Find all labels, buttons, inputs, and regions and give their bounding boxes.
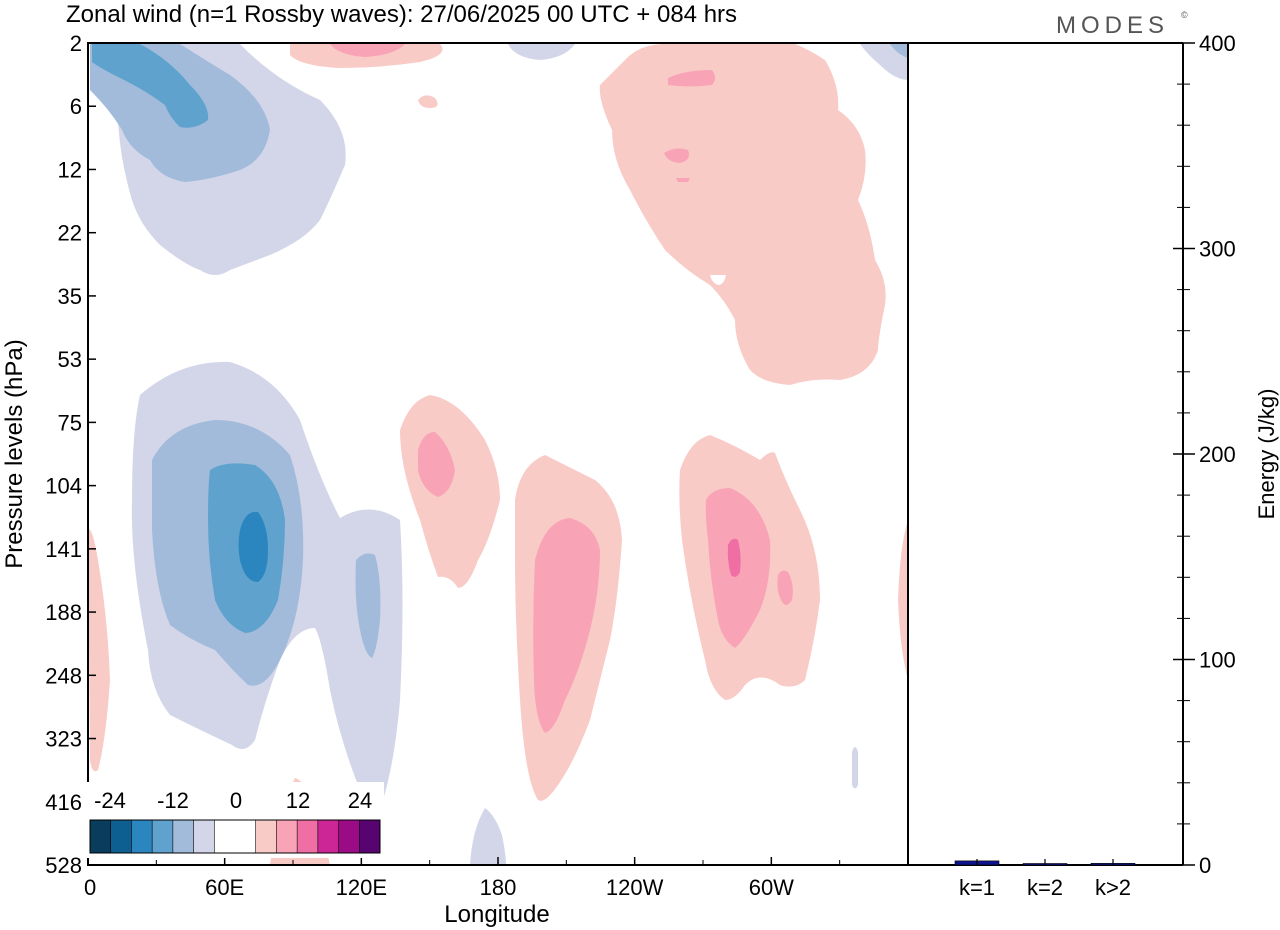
colorbar-swatch <box>214 820 236 853</box>
x-tick-label: 60E <box>205 875 244 900</box>
colorbar-swatch <box>131 820 153 853</box>
x-tick-label: 120E <box>336 875 387 900</box>
contour-pos-11 <box>727 538 741 577</box>
y-tick-label: 416 <box>45 790 82 815</box>
y-tick-label: 22 <box>58 221 82 246</box>
y-tick-label: 35 <box>58 284 82 309</box>
colorbar-swatch <box>297 820 319 853</box>
y-axis-label: Pressure levels (hPa) <box>1 339 28 568</box>
contour-neg-topright-2 <box>890 44 908 58</box>
colorbar-swatch <box>193 820 215 853</box>
energy-tick-label: 400 <box>1199 31 1236 56</box>
energy-axis: 0 100 200 300 400 <box>1173 31 1236 878</box>
contour-pos-8 <box>533 518 600 733</box>
colorbar-frame <box>89 819 381 854</box>
x-tick-label: 60W <box>749 875 794 900</box>
y-tick-label: 2 <box>70 31 82 56</box>
colorbar-swatch <box>110 820 132 853</box>
energy-tick-label: 300 <box>1199 237 1236 262</box>
colorbar-label: 12 <box>286 788 310 813</box>
contour-pos-hole <box>710 275 726 285</box>
contour-pos-6 <box>418 432 455 497</box>
contour-pos-left <box>88 529 110 772</box>
y-tick-label: 12 <box>58 157 82 182</box>
y-tick-label: 188 <box>45 600 82 625</box>
contour-pos-1 <box>599 44 886 385</box>
y-axis: 2 6 12 22 35 53 75 104 141 188 248 323 416 528 <box>45 31 96 878</box>
x-tick-label: 120W <box>606 875 664 900</box>
colorbar: -24 -12 0 12 24 <box>86 782 384 858</box>
colorbar-swatch <box>338 820 360 853</box>
y-tick-label: 53 <box>58 347 82 372</box>
chart-title: Zonal wind (n=1 Rossby waves): 27/06/202… <box>66 1 737 28</box>
contour-neg-topright <box>860 44 908 80</box>
contour-pos-dot <box>418 95 438 108</box>
colorbar-label: -12 <box>157 788 189 813</box>
y-tick-label: 6 <box>70 94 82 119</box>
energy-category-label: k>2 <box>1095 875 1131 900</box>
contour-neg-3 <box>92 44 209 128</box>
colorbar-swatch <box>317 820 339 853</box>
colorbar-swatch <box>235 820 257 853</box>
colorbar-label: 0 <box>230 788 242 813</box>
contour-neg-8 <box>355 553 381 658</box>
y-tick-label: 75 <box>58 410 82 435</box>
colorbar-swatch <box>255 820 277 853</box>
colorbar-label: -24 <box>94 788 126 813</box>
colorbar-swatch <box>359 820 381 853</box>
energy-tick-label: 0 <box>1199 853 1211 878</box>
colorbar-label: 24 <box>348 788 372 813</box>
colorbar-swatch <box>152 820 174 853</box>
contour-pos-3 <box>664 148 689 163</box>
x-axis: 0 60E 120E 180 120W 60W <box>84 857 841 900</box>
logo-mark: © <box>1181 10 1188 20</box>
contour-pos-4 <box>676 178 690 182</box>
contour-pos-right <box>898 520 908 680</box>
y-tick-label: 528 <box>45 853 82 878</box>
colorbar-swatch <box>276 820 298 853</box>
colorbar-swatch <box>172 820 194 853</box>
x-tick-label: 0 <box>84 875 96 900</box>
contour-neg-7 <box>238 511 268 582</box>
energy-category-label: k=1 <box>959 875 995 900</box>
contour-neg-small <box>852 747 858 789</box>
energy-category-label: k=2 <box>1027 875 1063 900</box>
colorbar-swatch <box>90 820 112 853</box>
contour-pos-12 <box>777 570 793 605</box>
contour-pos-top-2 <box>330 44 405 57</box>
modes-logo: MODES <box>1056 12 1169 39</box>
energy-tick-label: 100 <box>1199 648 1236 673</box>
contour-neg-top <box>508 44 575 60</box>
x-tick-label: 180 <box>480 875 517 900</box>
energy-tick-label: 200 <box>1199 442 1236 467</box>
y-tick-label: 248 <box>45 663 82 688</box>
contour-field <box>88 43 908 865</box>
y-tick-label: 141 <box>45 537 82 562</box>
energy-bars: k=1 k=2 k>2 <box>954 859 1136 900</box>
y-tick-label: 104 <box>45 474 82 499</box>
energy-axis-label: Energy (J/kg) <box>1254 389 1279 520</box>
contour-neg-bottom <box>470 808 506 865</box>
y-tick-label: 323 <box>45 727 82 752</box>
contour-pos-2 <box>668 70 715 87</box>
x-axis-label: Longitude <box>444 901 549 928</box>
